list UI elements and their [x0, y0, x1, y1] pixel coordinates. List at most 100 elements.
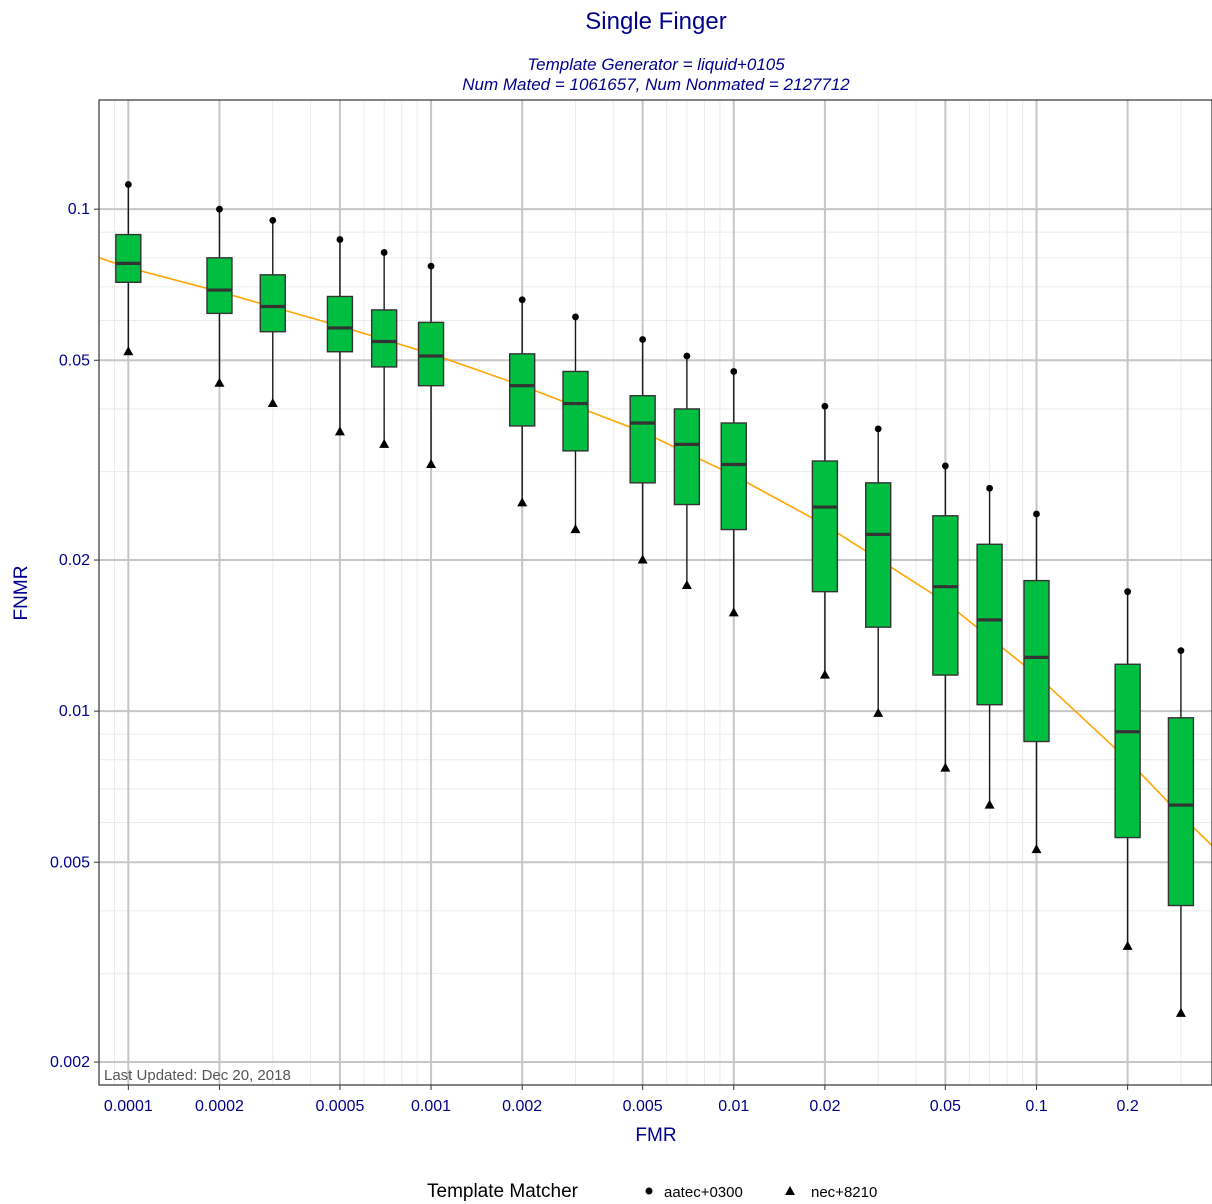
- y-tick-label: 0.02: [59, 552, 90, 569]
- y-tick-label: 0.002: [50, 1054, 90, 1071]
- nec-point: [940, 762, 951, 772]
- boxplot-box: [811, 460, 839, 593]
- aatec-point: [986, 484, 993, 492]
- boxplot-box: [976, 543, 1003, 706]
- x-tick-label: 0.05: [930, 1098, 961, 1115]
- boxplot-group: [932, 462, 959, 772]
- aatec-point: [1033, 510, 1040, 518]
- y-axis-ticks: 0.002 0.005 0.01 0.02 0.05 0.1: [50, 201, 99, 1071]
- aatec-point: [336, 236, 344, 243]
- boxplot-group: [976, 484, 1003, 809]
- boxplot-box: [1023, 579, 1050, 743]
- boxplot-group: [206, 205, 233, 387]
- x-tick-label: 0.1: [1025, 1098, 1047, 1115]
- y-tick-label: 0.05: [59, 352, 90, 369]
- boxplot-box: [562, 370, 589, 452]
- nec-point: [637, 554, 648, 564]
- aatec-point: [874, 425, 882, 433]
- boxplot-box: [629, 395, 656, 484]
- boxplot-box: [259, 274, 286, 333]
- x-tick-label: 0.0001: [104, 1098, 153, 1115]
- x-axis-ticks: 0.0001 0.0002 0.0005 0.001 0.002 0.005 0.01 0.0…: [104, 1085, 1139, 1115]
- aatec-point: [683, 352, 691, 360]
- nec-point: [379, 438, 390, 448]
- chart-subtitle-line-2: Num Mated = 1061657, Num Nonmated = 2127…: [462, 75, 850, 94]
- boxplot-layer: [115, 181, 1195, 1017]
- boxplot-group: [562, 313, 589, 534]
- aatec-point: [124, 181, 132, 188]
- nec-point: [426, 459, 437, 469]
- x-tick-label: 0.01: [718, 1098, 749, 1115]
- last-updated-note: Last Updated: Dec 20, 2018: [104, 1067, 291, 1084]
- nec-point: [819, 669, 830, 679]
- boxplot-group: [417, 262, 445, 469]
- boxplot-box: [865, 482, 892, 628]
- legend-triangle-icon: [785, 1186, 795, 1195]
- boxplot-box: [932, 515, 959, 676]
- nec-point: [570, 524, 581, 534]
- boxplot-box: [1167, 717, 1195, 907]
- legend-title: Template Matcher: [427, 1181, 579, 1202]
- boxplot-box: [1114, 663, 1141, 839]
- nec-point: [1031, 844, 1042, 854]
- aatec-point: [1124, 588, 1132, 596]
- x-tick-label: 0.0002: [195, 1098, 244, 1115]
- legend-item-aatec: aatec+0300: [664, 1184, 743, 1201]
- x-tick-label: 0.2: [1116, 1098, 1138, 1115]
- boxplot-group: [629, 336, 656, 564]
- x-tick-label: 0.02: [809, 1098, 840, 1115]
- boxplot-group: [115, 181, 142, 356]
- boxplot-group: [1114, 588, 1141, 950]
- aatec-point: [518, 296, 526, 304]
- boxplot-group: [720, 368, 747, 617]
- boxplot-group: [326, 236, 354, 436]
- aatec-point: [1177, 647, 1185, 655]
- x-axis-label: FMR: [635, 1125, 676, 1146]
- nec-point: [984, 799, 995, 809]
- nec-point: [517, 497, 528, 507]
- boxplot-box: [508, 353, 536, 427]
- legend-item-nec: nec+8210: [811, 1184, 877, 1201]
- boxplot-group: [811, 402, 839, 679]
- legend: Template Matcher aatec+0300 nec+8210: [427, 1181, 877, 1202]
- aatec-point: [821, 402, 829, 410]
- nec-point: [214, 377, 225, 387]
- x-tick-label: 0.001: [411, 1098, 451, 1115]
- boxplot-box: [720, 422, 747, 531]
- chart-title: Single Finger: [585, 8, 726, 35]
- boxplot-group: [370, 249, 398, 448]
- boxplot-group: [508, 296, 536, 507]
- aatec-point: [427, 262, 435, 270]
- boxplot-box: [673, 408, 701, 506]
- nec-point: [1122, 940, 1133, 950]
- aatec-point: [216, 205, 223, 213]
- aatec-point: [639, 336, 647, 343]
- nec-point: [267, 398, 278, 408]
- boxplot-box: [115, 233, 142, 284]
- boxplot-group: [259, 216, 286, 408]
- boxplot-box: [326, 295, 354, 353]
- boxplot-group: [865, 425, 892, 717]
- y-tick-label: 0.005: [50, 854, 90, 871]
- boxplot-box: [417, 321, 445, 387]
- x-tick-label: 0.005: [623, 1098, 663, 1115]
- aatec-point: [269, 216, 277, 224]
- y-tick-label: 0.1: [68, 201, 90, 218]
- x-tick-label: 0.002: [502, 1098, 542, 1115]
- aatec-point: [572, 313, 579, 321]
- aatec-point: [380, 249, 388, 256]
- nec-point: [873, 707, 884, 717]
- nec-point: [1175, 1007, 1186, 1017]
- nec-point: [728, 607, 739, 617]
- boxplot-group: [673, 352, 701, 589]
- aatec-point: [941, 462, 949, 470]
- plot-border: [98, 99, 1212, 1086]
- nec-point: [123, 346, 134, 356]
- plot-panel: Last Updated: Dec 20, 2018: [98, 99, 1212, 1086]
- x-tick-label: 0.0005: [315, 1098, 364, 1115]
- boxplot-group: [1023, 510, 1050, 854]
- y-axis-label: FNMR: [11, 566, 32, 621]
- nec-point: [334, 426, 345, 436]
- legend-circle-icon: [645, 1187, 653, 1195]
